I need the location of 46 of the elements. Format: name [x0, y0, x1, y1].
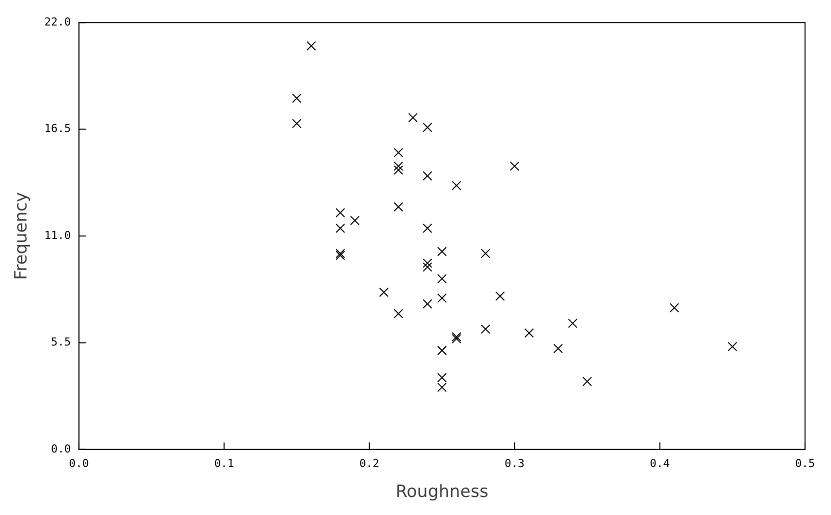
point [524, 328, 534, 338]
point [437, 274, 447, 284]
point [480, 248, 490, 258]
x-tick-label: 0.0 [68, 456, 89, 470]
point [336, 224, 346, 233]
point [394, 148, 404, 158]
x-tick-label: 0.5 [795, 456, 816, 470]
point [292, 118, 302, 128]
x-tick-label: 0.4 [650, 456, 670, 470]
point [394, 165, 404, 175]
y-tick-label: 5.5 [51, 336, 71, 349]
point [568, 318, 578, 328]
point [350, 216, 360, 226]
point [728, 342, 738, 352]
x-tick-label: 0.2 [359, 456, 380, 470]
x-tick-label: 0.1 [214, 456, 234, 470]
point [582, 376, 592, 386]
point [292, 94, 302, 104]
y-axis-title: Frequency [12, 192, 32, 280]
point [495, 291, 505, 301]
point [422, 262, 432, 272]
y-tick-label: 16.5 [44, 122, 71, 136]
point [510, 161, 520, 171]
point [306, 41, 316, 51]
point [553, 344, 563, 354]
point [422, 224, 432, 233]
point [437, 246, 447, 256]
point [437, 293, 447, 303]
point [422, 171, 432, 181]
point [379, 288, 389, 298]
y-tick-label: 11.0 [44, 228, 71, 242]
y-tick-label: 22.0 [44, 15, 71, 28]
point [422, 299, 432, 309]
point [394, 308, 404, 318]
x-axis-title: Roughness [396, 482, 488, 502]
point [422, 122, 432, 132]
point [452, 180, 462, 190]
x-tick-label: 0.3 [504, 456, 525, 470]
point [408, 112, 418, 122]
point [480, 324, 490, 334]
point [336, 208, 346, 218]
y-tick-label: 0.0 [51, 442, 71, 456]
point [394, 202, 404, 212]
point [422, 258, 432, 268]
point [670, 303, 680, 313]
point [394, 161, 404, 171]
